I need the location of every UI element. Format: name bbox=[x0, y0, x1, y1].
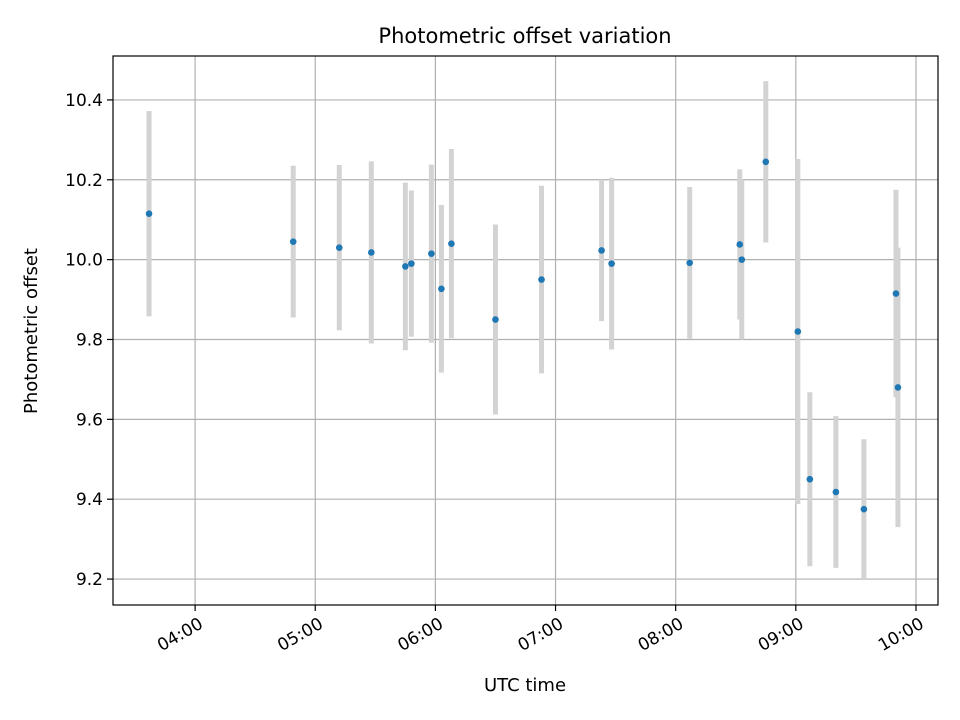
data-point bbox=[736, 241, 744, 248]
data-point bbox=[289, 238, 297, 245]
data-point bbox=[686, 259, 693, 267]
data-point bbox=[408, 260, 415, 267]
y-axis-label: Photometric offset bbox=[21, 248, 42, 414]
data-point bbox=[806, 475, 814, 483]
data-point bbox=[794, 328, 802, 335]
y-tick-label: 9.8 bbox=[76, 330, 103, 350]
chart-title: Photometric offset variation bbox=[378, 24, 671, 48]
data-point bbox=[892, 290, 900, 297]
data-point bbox=[860, 505, 868, 513]
data-point bbox=[145, 210, 153, 218]
data-point bbox=[492, 316, 499, 323]
y-tick-label: 9.6 bbox=[76, 410, 103, 430]
data-point bbox=[402, 263, 409, 270]
data-point bbox=[335, 244, 343, 251]
data-point bbox=[538, 276, 545, 283]
data-point bbox=[438, 285, 445, 293]
data-point bbox=[448, 240, 455, 247]
y-tick-label: 9.2 bbox=[76, 570, 103, 590]
y-tick-label: 10.0 bbox=[65, 251, 103, 271]
data-point bbox=[428, 250, 435, 257]
plot-frame bbox=[112, 55, 939, 606]
data-point bbox=[894, 384, 902, 391]
y-axis: 9.2 9.4 9.6 9.8 10.0 10.2 10.4 bbox=[65, 91, 113, 590]
data-point bbox=[608, 260, 615, 267]
y-tick-label: 10.2 bbox=[65, 171, 103, 191]
data-point bbox=[368, 249, 375, 256]
y-tick-label: 9.4 bbox=[76, 490, 103, 510]
data-point bbox=[598, 247, 605, 254]
data-point bbox=[738, 256, 746, 263]
data-point bbox=[762, 158, 770, 166]
y-tick-label: 10.4 bbox=[65, 91, 103, 111]
data-point bbox=[832, 488, 840, 496]
data-points bbox=[145, 158, 902, 513]
x-axis-label: UTC time bbox=[484, 675, 566, 696]
